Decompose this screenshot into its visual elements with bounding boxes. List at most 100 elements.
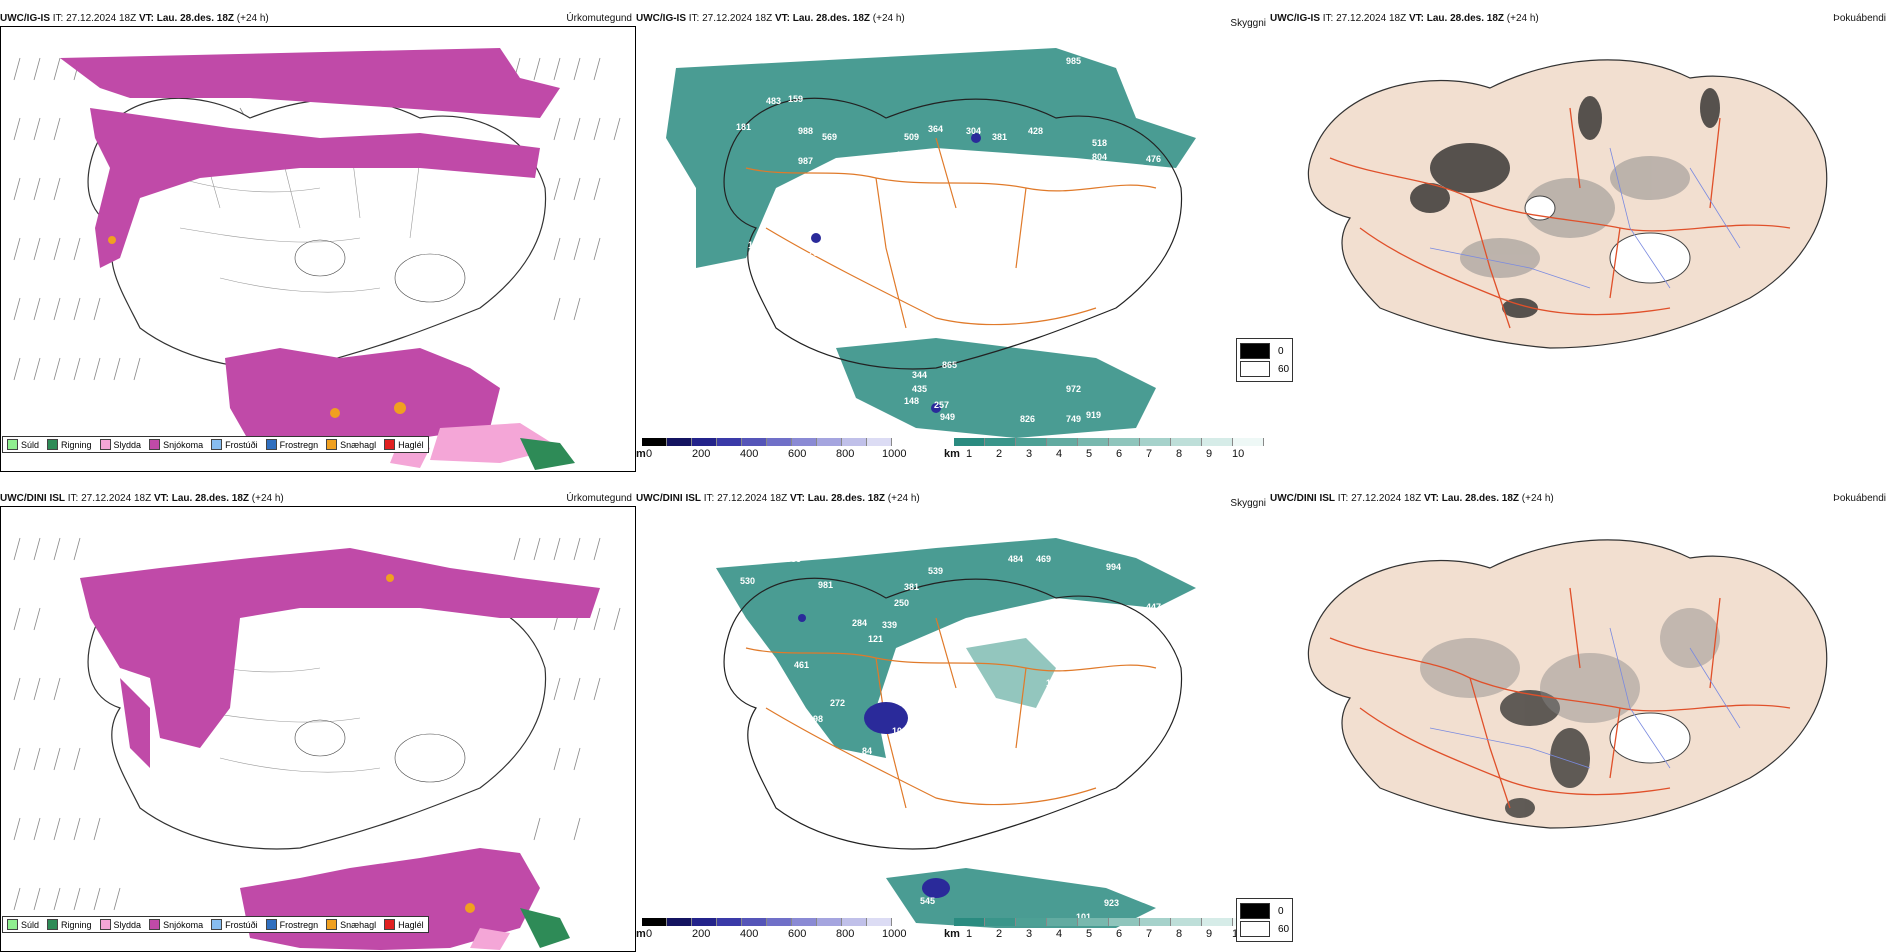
vis-tick-4-2: 5 xyxy=(1086,928,1093,940)
svg-text:435: 435 xyxy=(912,384,927,394)
ceiling-tick-3: 600 xyxy=(788,448,807,460)
swatch-icon xyxy=(99,919,111,930)
row1-ceiling-colorbar xyxy=(642,438,892,446)
row1-precip-frame xyxy=(0,26,636,472)
svg-text:304: 304 xyxy=(966,126,981,136)
legend-item-rigning: Rigning xyxy=(47,919,92,930)
svg-text:469: 469 xyxy=(1036,554,1051,564)
vis-tick-8-2: 9 xyxy=(1206,928,1213,940)
vis-tick-5-2: 6 xyxy=(1116,928,1123,940)
row2-ceiling-colorbar xyxy=(642,918,892,926)
legend-item-sudl: Súld xyxy=(7,439,39,450)
svg-text:981: 981 xyxy=(818,580,833,590)
row2-precip-panel: UWC/DINI ISL IT: 27.12.2024 18Z VT: Lau.… xyxy=(0,490,636,952)
svg-text:518: 518 xyxy=(1092,138,1107,148)
row2-visibility-title: UWC/DINI ISL IT: 27.12.2024 18Z VT: Lau.… xyxy=(636,493,920,504)
swatch-icon xyxy=(47,439,59,450)
svg-text:381: 381 xyxy=(992,132,1007,142)
row2-fog-panel: UWC/DINI ISL IT: 27.12.2024 18Z VT: Lau.… xyxy=(1236,490,1900,950)
row1-visibility-map: 985 942 483 159 181 988 569 987 326 268 … xyxy=(666,48,1196,438)
svg-text:985: 985 xyxy=(1066,56,1081,66)
svg-text:204: 204 xyxy=(808,248,823,258)
svg-text:381: 381 xyxy=(904,582,919,592)
svg-text:298: 298 xyxy=(808,714,823,724)
swatch-icon xyxy=(47,919,59,930)
legend-item-snaehagl: Snæhagl xyxy=(326,439,376,450)
svg-text:109: 109 xyxy=(1046,678,1061,688)
ceiling-tick-2: 400 xyxy=(740,448,759,460)
svg-text:101: 101 xyxy=(1076,912,1091,922)
legend-item-haglel: Haglél xyxy=(384,439,424,450)
legend-item-slydda: Slydda xyxy=(99,439,141,450)
row1-precip-panel: UWC/IG-IS IT: 27.12.2024 18Z VT: Lau. 28… xyxy=(0,10,636,472)
svg-text:942: 942 xyxy=(1102,50,1117,60)
svg-text:159: 159 xyxy=(788,94,803,104)
svg-text:484: 484 xyxy=(1008,554,1023,564)
precip-type-legend: Súld Rigning Slydda Snjókoma Frostúði Fr… xyxy=(2,436,429,453)
vis-tick-4: 5 xyxy=(1086,448,1093,460)
svg-text:272: 272 xyxy=(830,698,845,708)
vis-tick-1: 2 xyxy=(996,448,1003,460)
svg-text:530: 530 xyxy=(740,576,755,586)
swatch-icon xyxy=(99,439,111,450)
row2-precip-map xyxy=(13,537,621,950)
ceiling-tick-0: 0 xyxy=(646,448,653,460)
legend-item-frostudi: Frostúði xyxy=(211,439,258,450)
ceiling-tick-5-2: 1000 xyxy=(882,928,907,940)
swatch-icon xyxy=(211,919,223,930)
svg-text:268: 268 xyxy=(790,200,805,210)
swatch-icon xyxy=(211,439,223,450)
svg-text:545: 545 xyxy=(920,896,935,906)
ceiling-unit: m xyxy=(636,448,646,460)
row1-visibility-values: 985 942 483 159 181 988 569 987 326 268 … xyxy=(736,50,1161,424)
svg-text:148: 148 xyxy=(904,396,919,406)
ceiling-tick-4-2: 800 xyxy=(836,928,855,940)
vis-tick-2: 3 xyxy=(1026,448,1033,460)
svg-text:121: 121 xyxy=(868,634,883,644)
svg-text:972: 972 xyxy=(1066,384,1081,394)
row2-precip-title: UWC/DINI ISL IT: 27.12.2024 18Z VT: Lau.… xyxy=(0,493,284,504)
legend-item-rigning: Rigning xyxy=(47,439,92,450)
vis-tick-7-2: 8 xyxy=(1176,928,1183,940)
visibility-unit-2: km xyxy=(944,928,960,940)
svg-text:108: 108 xyxy=(892,726,907,736)
vis-tick-1-2: 2 xyxy=(996,928,1003,940)
legend-item-frostudi: Frostúði xyxy=(211,919,258,930)
row2-visibility-colorbar xyxy=(954,918,1264,926)
ceiling-tick-3-2: 600 xyxy=(788,928,807,940)
svg-text:804: 804 xyxy=(1092,152,1107,162)
ceiling-tick-1-2: 200 xyxy=(692,928,711,940)
swatch-icon xyxy=(326,439,338,450)
ceiling-tick-5: 1000 xyxy=(882,448,907,460)
row1-visibility-panel: UWC/IG-IS IT: 27.12.2024 18Z VT: Lau. 28… xyxy=(636,10,1270,470)
svg-text:380: 380 xyxy=(854,176,869,186)
swatch-icon xyxy=(149,439,161,450)
row1-visibility-colorbar xyxy=(954,438,1264,446)
svg-text:344: 344 xyxy=(912,370,927,380)
svg-text:865: 865 xyxy=(942,360,957,370)
legend-item-haglel: Haglél xyxy=(384,919,424,930)
row2-visibility-panel: UWC/DINI ISL IT: 27.12.2024 18Z VT: Lau.… xyxy=(636,490,1270,950)
svg-text:919: 919 xyxy=(1086,410,1101,420)
vis-tick-0-2: 1 xyxy=(966,928,973,940)
svg-text:257: 257 xyxy=(934,400,949,410)
row1-fog-panel: UWC/IG-IS IT: 27.12.2024 18Z VT: Lau. 28… xyxy=(1236,10,1900,470)
svg-text:539: 539 xyxy=(928,566,943,576)
vis-tick-3: 4 xyxy=(1056,448,1063,460)
svg-text:339: 339 xyxy=(882,620,897,630)
vis-tick-6: 7 xyxy=(1146,448,1153,460)
svg-text:476: 476 xyxy=(1146,154,1161,164)
row1-fog-map xyxy=(1307,59,1828,349)
row1-fog-title: UWC/IG-IS IT: 27.12.2024 18Z VT: Lau. 28… xyxy=(1270,13,1539,24)
svg-text:994: 994 xyxy=(1106,562,1121,572)
row2-fog-label: Þokuábendi xyxy=(1833,493,1886,504)
vis-tick-2-2: 3 xyxy=(1026,928,1033,940)
svg-text:483: 483 xyxy=(766,96,781,106)
svg-text:535: 535 xyxy=(786,554,801,564)
swatch-icon xyxy=(265,439,277,450)
swatch-icon xyxy=(7,439,18,450)
svg-text:364: 364 xyxy=(928,124,943,134)
svg-text:250: 250 xyxy=(894,598,909,608)
vis-tick-5: 6 xyxy=(1116,448,1123,460)
svg-text:428: 428 xyxy=(1028,126,1043,136)
